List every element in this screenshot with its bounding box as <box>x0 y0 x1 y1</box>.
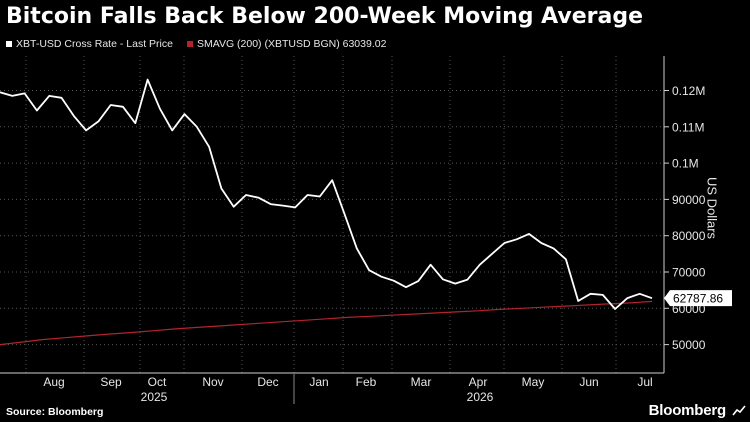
x-tick-label: Sep <box>100 375 122 389</box>
x-tick-label: Feb <box>356 375 377 389</box>
legend-swatch-price <box>6 41 12 47</box>
chart-legend: XBT-USD Cross Rate - Last Price SMAVG (2… <box>6 37 400 51</box>
x-tick-label: Jul <box>637 375 652 389</box>
series-line-price <box>0 78 653 310</box>
x-year-label: 2026 <box>467 390 494 404</box>
legend-label-price: XBT-USD Cross Rate - Last Price <box>16 38 173 50</box>
legend-label-sma: SMAVG (200) (XBTUSD BGN) 63039.02 <box>196 38 387 50</box>
x-tick-label: Aug <box>43 375 64 389</box>
x-tick-label: Jan <box>309 375 328 389</box>
y-tick-label: 90000 <box>672 193 706 207</box>
x-tick-label: May <box>522 375 545 389</box>
x-tick-label: Mar <box>411 375 432 389</box>
brand-logo-text: Bloomberg <box>648 402 727 419</box>
x-tick-label: Nov <box>202 375 223 389</box>
y-tick-label: 70000 <box>672 266 706 280</box>
x-tick-label: Dec <box>257 375 278 389</box>
y-axis-label: US Dollars <box>704 176 720 240</box>
x-tick-label: Jun <box>579 375 598 389</box>
y-tick-label: 0.12M <box>672 84 705 98</box>
y-tick-label: 0.1M <box>672 157 699 171</box>
chart-title: Bitcoin Falls Back Below 200-Week Moving… <box>6 4 644 29</box>
legend-item-price: XBT-USD Cross Rate - Last Price <box>6 38 173 50</box>
y-tick-label: 50000 <box>672 338 706 352</box>
x-year-label: 2025 <box>141 390 168 404</box>
series-line-sma <box>0 300 653 346</box>
y-tick-label: 0.11M <box>672 120 704 134</box>
legend-item-sma: SMAVG (200) (XBTUSD BGN) 63039.02 <box>186 38 387 50</box>
last-value-label: 62787.86 <box>673 292 723 306</box>
bloomberg-mark-icon <box>732 405 746 416</box>
last-value-box <box>664 290 732 307</box>
y-tick-label: 80000 <box>672 229 706 243</box>
source-note: Source: Bloomberg <box>6 406 104 418</box>
x-tick-label: Apr <box>469 375 488 389</box>
legend-swatch-sma <box>186 41 193 47</box>
x-tick-label: Oct <box>148 375 167 389</box>
